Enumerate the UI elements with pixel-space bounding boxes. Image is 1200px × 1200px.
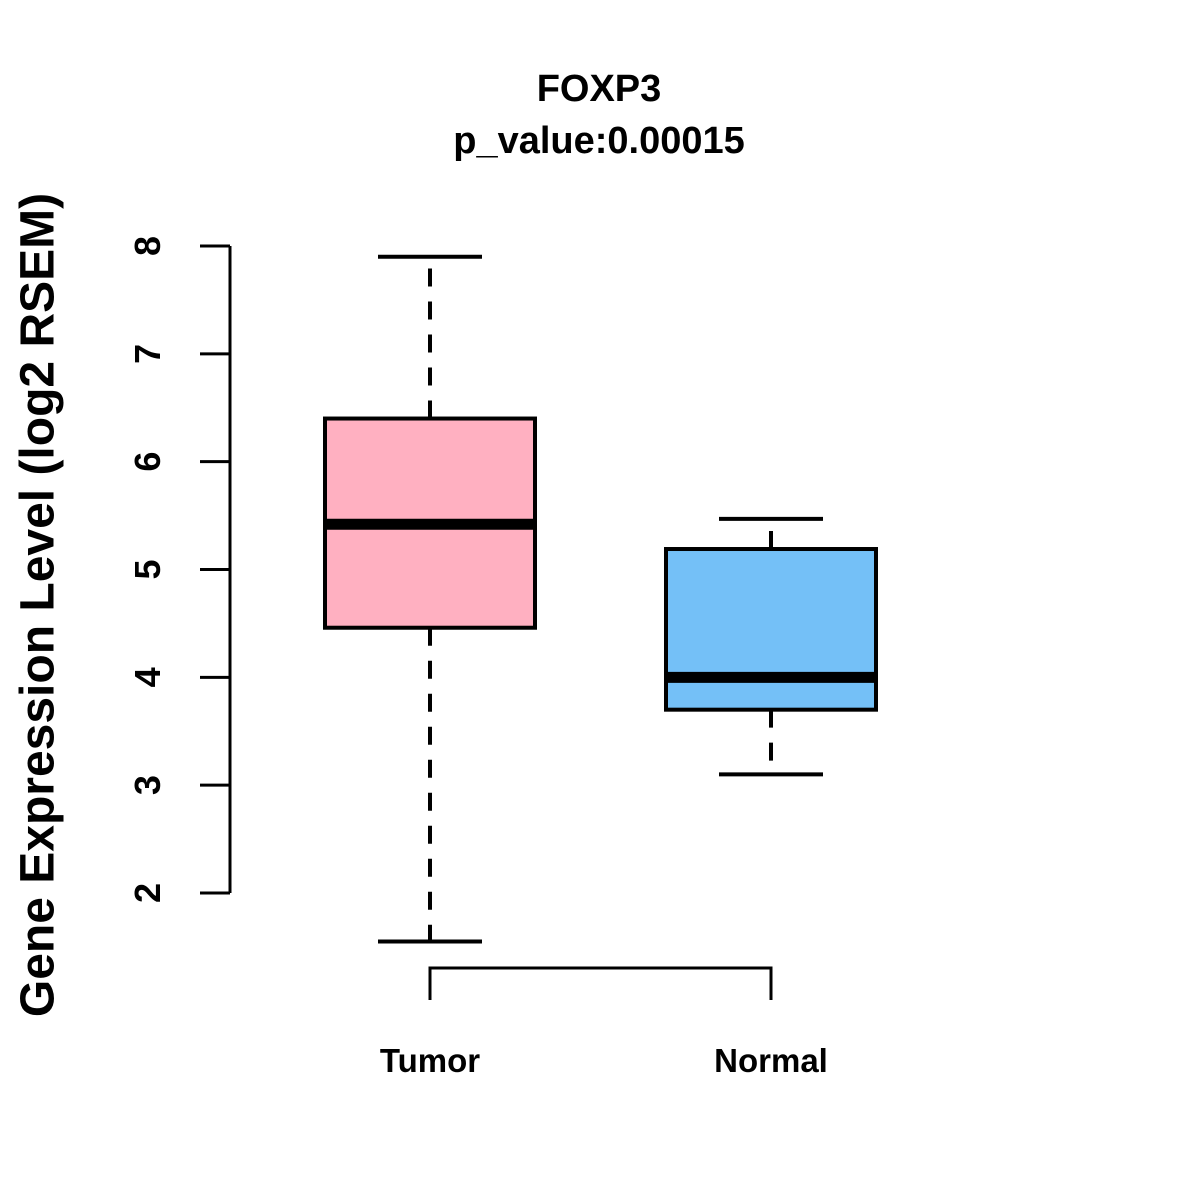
x-axis-label-normal: Normal <box>714 1042 828 1079</box>
chart-title: FOXP3 <box>536 68 662 110</box>
x-axis-bracket <box>428 966 773 1000</box>
y-axis-tick-label: 7 <box>127 344 168 364</box>
y-axis-tick-label: 8 <box>127 236 168 256</box>
x-axis-label-tumor: Tumor <box>380 1042 480 1079</box>
y-axis-tick-label: 6 <box>127 452 168 472</box>
chart-subtitle-pvalue: p_value:0.00015 <box>453 120 745 162</box>
y-axis-tick-label: 3 <box>127 775 168 795</box>
box-normal <box>664 547 878 712</box>
y-axis-tick-label: 5 <box>127 559 168 579</box>
y-axis-tick-label: 2 <box>127 883 168 903</box>
y-axis-tick-label: 4 <box>127 667 168 687</box>
